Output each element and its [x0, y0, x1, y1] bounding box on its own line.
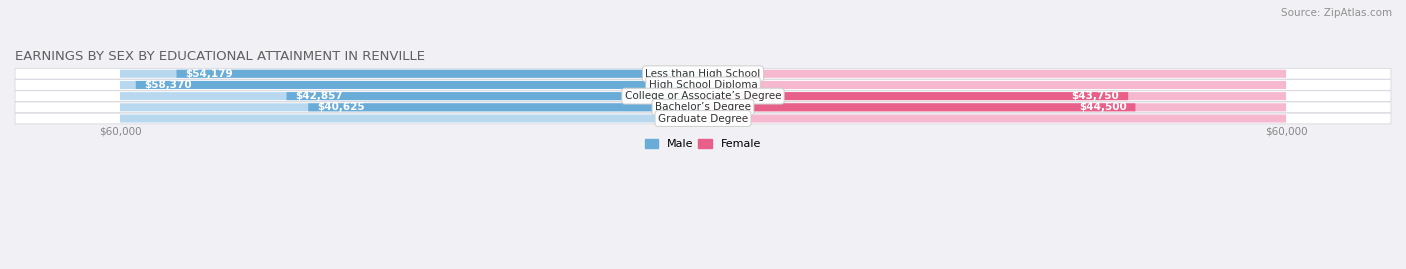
FancyBboxPatch shape: [15, 80, 1391, 90]
FancyBboxPatch shape: [120, 70, 703, 78]
FancyBboxPatch shape: [703, 103, 1136, 111]
FancyBboxPatch shape: [136, 81, 703, 89]
FancyBboxPatch shape: [15, 68, 1391, 79]
Text: College or Associate’s Degree: College or Associate’s Degree: [624, 91, 782, 101]
FancyBboxPatch shape: [703, 92, 1286, 100]
FancyBboxPatch shape: [15, 91, 1391, 101]
FancyBboxPatch shape: [308, 103, 703, 111]
Text: $0: $0: [713, 69, 727, 79]
Text: High School Diploma: High School Diploma: [648, 80, 758, 90]
Text: $0: $0: [713, 80, 727, 90]
FancyBboxPatch shape: [703, 70, 1286, 78]
Text: $58,370: $58,370: [145, 80, 193, 90]
FancyBboxPatch shape: [703, 92, 1128, 100]
Text: $44,500: $44,500: [1078, 102, 1126, 112]
Text: Source: ZipAtlas.com: Source: ZipAtlas.com: [1281, 8, 1392, 18]
Text: $42,857: $42,857: [295, 91, 343, 101]
FancyBboxPatch shape: [287, 92, 703, 100]
FancyBboxPatch shape: [120, 92, 703, 100]
Text: $54,179: $54,179: [186, 69, 233, 79]
FancyBboxPatch shape: [120, 115, 703, 123]
Text: $40,625: $40,625: [316, 102, 364, 112]
FancyBboxPatch shape: [177, 70, 703, 78]
FancyBboxPatch shape: [120, 103, 703, 111]
Text: $0: $0: [713, 114, 727, 123]
Text: Graduate Degree: Graduate Degree: [658, 114, 748, 123]
FancyBboxPatch shape: [703, 103, 1286, 111]
Text: $0: $0: [679, 114, 693, 123]
Legend: Male, Female: Male, Female: [645, 139, 761, 149]
Text: EARNINGS BY SEX BY EDUCATIONAL ATTAINMENT IN RENVILLE: EARNINGS BY SEX BY EDUCATIONAL ATTAINMEN…: [15, 50, 425, 63]
Text: Less than High School: Less than High School: [645, 69, 761, 79]
FancyBboxPatch shape: [703, 115, 1286, 123]
FancyBboxPatch shape: [15, 113, 1391, 124]
FancyBboxPatch shape: [15, 102, 1391, 113]
FancyBboxPatch shape: [120, 81, 703, 89]
Text: Bachelor’s Degree: Bachelor’s Degree: [655, 102, 751, 112]
Text: $43,750: $43,750: [1071, 91, 1119, 101]
FancyBboxPatch shape: [703, 81, 1286, 89]
